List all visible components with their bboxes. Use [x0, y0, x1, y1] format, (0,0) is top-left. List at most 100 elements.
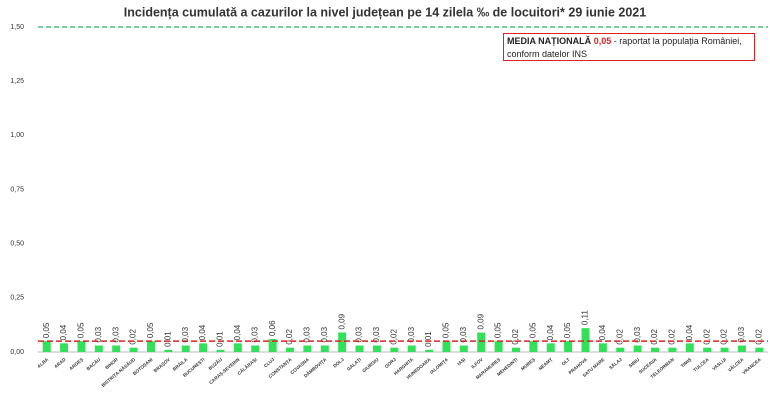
- x-tick-label: MUREȘ: [520, 357, 537, 372]
- bar: [338, 332, 347, 352]
- value-label: 0,03: [407, 326, 416, 342]
- value-label: 0,11: [581, 310, 590, 326]
- x-tick-label: SĂLAJ: [608, 356, 624, 371]
- bar: [407, 345, 416, 352]
- x-tick-label: ARAD: [53, 357, 67, 370]
- value-label: 0,04: [598, 324, 607, 340]
- bar: [598, 343, 607, 352]
- value-label: 0,02: [720, 329, 729, 345]
- value-label: 0,05: [77, 322, 86, 338]
- x-tick-label: VASLUI: [711, 357, 727, 371]
- value-label: 0,02: [668, 329, 677, 345]
- bar: [233, 343, 242, 352]
- value-label: 0,03: [320, 326, 329, 342]
- x-tick-label: IALOMIȚA: [429, 356, 450, 375]
- bar: [286, 347, 295, 352]
- value-label: 0,05: [494, 322, 503, 338]
- bar: [320, 345, 329, 352]
- value-label: 0,03: [111, 326, 120, 342]
- x-tick-label: TIMIȘ: [680, 357, 693, 369]
- bar: [94, 345, 103, 352]
- bar: [616, 347, 625, 352]
- value-label: 0,02: [285, 329, 294, 345]
- bar: [77, 341, 86, 352]
- annotation: MEDIA NAȚIONALĂ 0,05 - raportat la popul…: [503, 33, 755, 61]
- bar: [529, 341, 538, 352]
- value-label: 0,02: [702, 329, 711, 345]
- x-tick-label: TULCEA: [692, 357, 710, 373]
- bar: [633, 345, 642, 352]
- x-tick-label: ARGEȘ: [68, 357, 84, 372]
- bar: [112, 345, 121, 352]
- bar: [564, 341, 573, 352]
- bar: [651, 347, 660, 352]
- x-tick-label: ALBA: [36, 357, 50, 369]
- bar: [459, 345, 468, 352]
- y-tick-label: 1,00: [10, 132, 24, 139]
- bar: [425, 349, 434, 352]
- bar: [737, 345, 746, 352]
- bar: [390, 347, 399, 352]
- value-label: 0,05: [442, 322, 451, 338]
- x-tick-label: BACĂU: [85, 356, 102, 372]
- x-tick-label: IAȘI: [456, 357, 467, 367]
- x-tick-label: CLUJ: [263, 357, 276, 369]
- bar: [720, 347, 729, 352]
- bar: [442, 341, 451, 352]
- value-label: 0,04: [59, 324, 68, 340]
- bar: [199, 343, 208, 352]
- bar: [216, 349, 225, 352]
- bar: [703, 347, 712, 352]
- bar: [164, 349, 173, 352]
- bar: [303, 345, 312, 352]
- value-label: 0,05: [563, 322, 572, 338]
- value-label: 0,02: [129, 329, 138, 345]
- bar: [668, 347, 677, 352]
- x-tick-label: GALAȚI: [346, 357, 362, 372]
- value-label: 0,04: [546, 324, 555, 340]
- value-label: 0,04: [685, 324, 694, 340]
- x-tick-label: NEAMȚ: [538, 357, 554, 371]
- bar: [42, 341, 51, 352]
- value-label: 0,04: [198, 324, 207, 340]
- y-tick-label: 0,75: [10, 186, 24, 193]
- x-tick-label: ILFOV: [470, 356, 484, 369]
- value-label: 0,03: [372, 326, 381, 342]
- value-label: 0,05: [528, 322, 537, 338]
- bar: [511, 347, 520, 352]
- bar: [268, 339, 277, 352]
- bar: [181, 345, 190, 352]
- annotation-heading: MEDIA NAȚIONALĂ: [507, 36, 592, 46]
- bar: [494, 341, 503, 352]
- value-label: 0,01: [424, 331, 433, 347]
- value-label: 0,02: [650, 329, 659, 345]
- value-label: 0,03: [737, 326, 746, 342]
- x-tick-label: VRANCEA: [741, 356, 762, 375]
- bar: [146, 341, 155, 352]
- x-tick-label: BRAȘOV: [153, 356, 173, 374]
- bar: [129, 347, 138, 352]
- value-label: 0,03: [250, 326, 259, 342]
- value-label: 0,02: [511, 329, 520, 345]
- value-label: 0,02: [754, 329, 763, 345]
- y-tick-label: 0,25: [10, 295, 24, 302]
- x-tick-label: BIHOR: [104, 357, 119, 371]
- value-label: 0,04: [233, 324, 242, 340]
- x-tick-label: OLT: [561, 357, 571, 367]
- value-label: 0,09: [476, 313, 485, 329]
- value-label: 0,01: [216, 331, 225, 347]
- bar: [755, 347, 764, 352]
- value-label: 0,01: [163, 331, 172, 347]
- bar: [546, 343, 555, 352]
- bar: [477, 332, 486, 352]
- bar: [60, 343, 69, 352]
- x-tick-label: GIURGIU: [361, 357, 380, 374]
- mean-label: 0,05: [593, 36, 612, 46]
- annotation-text: - raportat la populația României, confor…: [507, 36, 742, 59]
- y-tick-label: 0,00: [10, 349, 24, 356]
- value-label: 0,03: [633, 326, 642, 342]
- chart-title: Incidența cumulată a cazurilor la nivel …: [124, 5, 646, 19]
- value-label: 0,03: [181, 326, 190, 342]
- bar: [372, 345, 381, 352]
